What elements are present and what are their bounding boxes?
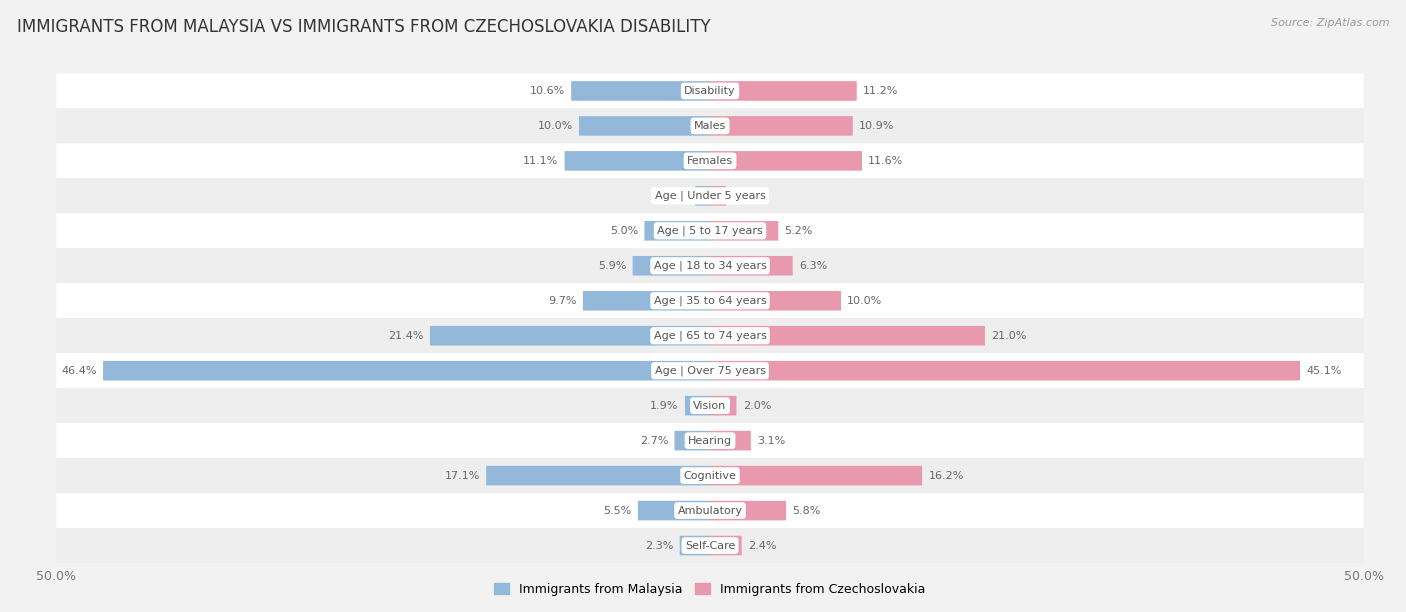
FancyBboxPatch shape bbox=[710, 431, 751, 450]
Text: 2.3%: 2.3% bbox=[645, 540, 673, 551]
Text: 1.9%: 1.9% bbox=[650, 401, 679, 411]
FancyBboxPatch shape bbox=[644, 221, 710, 241]
Text: 2.7%: 2.7% bbox=[640, 436, 668, 446]
FancyBboxPatch shape bbox=[710, 396, 737, 416]
FancyBboxPatch shape bbox=[56, 214, 1364, 248]
FancyBboxPatch shape bbox=[679, 536, 710, 555]
Text: 11.1%: 11.1% bbox=[523, 156, 558, 166]
Text: Vision: Vision bbox=[693, 401, 727, 411]
FancyBboxPatch shape bbox=[56, 108, 1364, 143]
Text: 45.1%: 45.1% bbox=[1306, 366, 1341, 376]
FancyBboxPatch shape bbox=[710, 291, 841, 310]
FancyBboxPatch shape bbox=[638, 501, 710, 520]
FancyBboxPatch shape bbox=[56, 458, 1364, 493]
Text: 9.7%: 9.7% bbox=[548, 296, 576, 306]
Text: Cognitive: Cognitive bbox=[683, 471, 737, 480]
Text: 3.1%: 3.1% bbox=[756, 436, 786, 446]
Text: Age | 5 to 17 years: Age | 5 to 17 years bbox=[657, 226, 763, 236]
FancyBboxPatch shape bbox=[56, 248, 1364, 283]
FancyBboxPatch shape bbox=[565, 151, 710, 171]
Text: 2.0%: 2.0% bbox=[742, 401, 770, 411]
FancyBboxPatch shape bbox=[56, 283, 1364, 318]
Text: 21.4%: 21.4% bbox=[388, 330, 423, 341]
Text: 5.8%: 5.8% bbox=[793, 506, 821, 515]
Text: 1.1%: 1.1% bbox=[661, 191, 689, 201]
FancyBboxPatch shape bbox=[710, 116, 853, 136]
FancyBboxPatch shape bbox=[56, 388, 1364, 423]
FancyBboxPatch shape bbox=[710, 186, 725, 206]
FancyBboxPatch shape bbox=[486, 466, 710, 485]
FancyBboxPatch shape bbox=[56, 143, 1364, 178]
Text: Age | Over 75 years: Age | Over 75 years bbox=[655, 365, 765, 376]
Text: 5.9%: 5.9% bbox=[598, 261, 626, 271]
Text: 5.2%: 5.2% bbox=[785, 226, 813, 236]
Text: 10.0%: 10.0% bbox=[848, 296, 883, 306]
FancyBboxPatch shape bbox=[56, 423, 1364, 458]
Text: Ambulatory: Ambulatory bbox=[678, 506, 742, 515]
FancyBboxPatch shape bbox=[710, 536, 742, 555]
Legend: Immigrants from Malaysia, Immigrants from Czechoslovakia: Immigrants from Malaysia, Immigrants fro… bbox=[489, 578, 931, 601]
Text: Age | Under 5 years: Age | Under 5 years bbox=[655, 190, 765, 201]
FancyBboxPatch shape bbox=[710, 151, 862, 171]
FancyBboxPatch shape bbox=[633, 256, 710, 275]
Text: Source: ZipAtlas.com: Source: ZipAtlas.com bbox=[1271, 18, 1389, 28]
Text: 17.1%: 17.1% bbox=[444, 471, 479, 480]
Text: 5.0%: 5.0% bbox=[610, 226, 638, 236]
FancyBboxPatch shape bbox=[675, 431, 710, 450]
Text: Age | 18 to 34 years: Age | 18 to 34 years bbox=[654, 261, 766, 271]
Text: Age | 35 to 64 years: Age | 35 to 64 years bbox=[654, 296, 766, 306]
FancyBboxPatch shape bbox=[56, 178, 1364, 214]
FancyBboxPatch shape bbox=[56, 318, 1364, 353]
FancyBboxPatch shape bbox=[56, 493, 1364, 528]
FancyBboxPatch shape bbox=[710, 256, 793, 275]
FancyBboxPatch shape bbox=[583, 291, 710, 310]
Text: 2.4%: 2.4% bbox=[748, 540, 776, 551]
Text: Hearing: Hearing bbox=[688, 436, 733, 446]
FancyBboxPatch shape bbox=[696, 186, 710, 206]
Text: IMMIGRANTS FROM MALAYSIA VS IMMIGRANTS FROM CZECHOSLOVAKIA DISABILITY: IMMIGRANTS FROM MALAYSIA VS IMMIGRANTS F… bbox=[17, 18, 710, 36]
Text: Disability: Disability bbox=[685, 86, 735, 96]
Text: 11.6%: 11.6% bbox=[869, 156, 904, 166]
Text: 46.4%: 46.4% bbox=[62, 366, 97, 376]
Text: 10.0%: 10.0% bbox=[537, 121, 572, 131]
Text: Males: Males bbox=[695, 121, 725, 131]
Text: 5.5%: 5.5% bbox=[603, 506, 631, 515]
Text: 11.2%: 11.2% bbox=[863, 86, 898, 96]
Text: 6.3%: 6.3% bbox=[799, 261, 827, 271]
FancyBboxPatch shape bbox=[430, 326, 710, 346]
FancyBboxPatch shape bbox=[56, 528, 1364, 563]
FancyBboxPatch shape bbox=[685, 396, 710, 416]
FancyBboxPatch shape bbox=[579, 116, 710, 136]
FancyBboxPatch shape bbox=[56, 73, 1364, 108]
Text: 10.6%: 10.6% bbox=[530, 86, 565, 96]
FancyBboxPatch shape bbox=[56, 353, 1364, 388]
FancyBboxPatch shape bbox=[710, 501, 786, 520]
FancyBboxPatch shape bbox=[103, 361, 710, 381]
Text: Females: Females bbox=[688, 156, 733, 166]
FancyBboxPatch shape bbox=[710, 81, 856, 101]
FancyBboxPatch shape bbox=[710, 466, 922, 485]
Text: 1.2%: 1.2% bbox=[733, 191, 761, 201]
Text: 10.9%: 10.9% bbox=[859, 121, 894, 131]
FancyBboxPatch shape bbox=[571, 81, 710, 101]
FancyBboxPatch shape bbox=[710, 361, 1301, 381]
Text: Self-Care: Self-Care bbox=[685, 540, 735, 551]
FancyBboxPatch shape bbox=[710, 326, 984, 346]
Text: 16.2%: 16.2% bbox=[928, 471, 963, 480]
Text: 21.0%: 21.0% bbox=[991, 330, 1026, 341]
FancyBboxPatch shape bbox=[710, 221, 779, 241]
Text: Age | 65 to 74 years: Age | 65 to 74 years bbox=[654, 330, 766, 341]
